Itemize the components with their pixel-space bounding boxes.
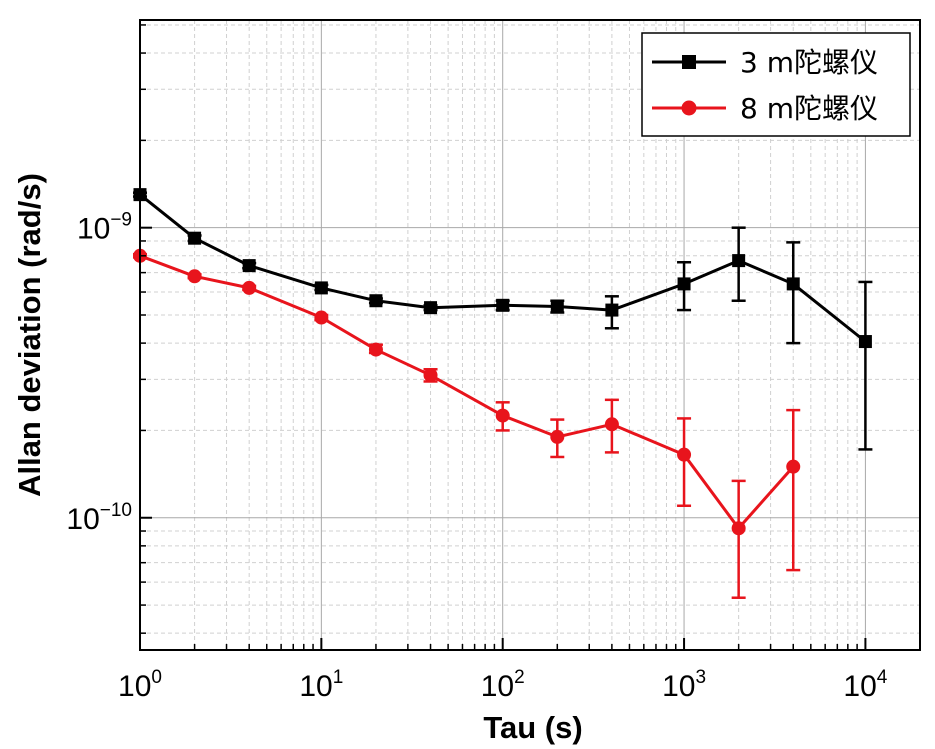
data-point bbox=[187, 269, 202, 284]
x-tick-label: 101 bbox=[299, 667, 343, 703]
data-point bbox=[368, 342, 383, 357]
data-point bbox=[314, 281, 328, 295]
data-point bbox=[786, 277, 800, 291]
data-point bbox=[424, 301, 438, 315]
x-axis-title: Tau (s) bbox=[483, 710, 582, 745]
data-point bbox=[858, 335, 872, 349]
data-point bbox=[677, 447, 692, 462]
x-tick-exponent: 1 bbox=[333, 667, 344, 688]
x-tick-base: 10 bbox=[481, 670, 514, 703]
minor-grid bbox=[140, 20, 921, 650]
series-layer bbox=[133, 188, 873, 599]
y-tick-label: 10−9 bbox=[77, 210, 132, 246]
data-point bbox=[550, 299, 564, 313]
x-tick-exponent: 0 bbox=[151, 667, 162, 688]
data-point bbox=[314, 310, 329, 325]
legend-marker-8m bbox=[681, 100, 697, 116]
data-point bbox=[242, 259, 256, 273]
data-point bbox=[786, 459, 801, 474]
x-tick-base: 10 bbox=[843, 670, 876, 703]
series-1 bbox=[133, 248, 801, 599]
x-tick-label: 104 bbox=[843, 667, 887, 703]
x-tick-base: 10 bbox=[118, 670, 151, 703]
y-tick-base: 10 bbox=[66, 503, 99, 536]
data-point bbox=[732, 254, 746, 268]
x-tick-label: 100 bbox=[118, 667, 162, 703]
series-0 bbox=[133, 188, 873, 451]
plot-frame bbox=[139, 19, 921, 651]
legend-marker-3m bbox=[682, 55, 696, 69]
x-tick-exponent: 4 bbox=[877, 667, 888, 688]
axis-ticks bbox=[139, 24, 921, 650]
data-point bbox=[423, 368, 438, 383]
data-point bbox=[188, 231, 202, 245]
x-tick-label: 103 bbox=[662, 667, 706, 703]
data-point bbox=[605, 303, 619, 317]
y-tick-label: 10−10 bbox=[66, 500, 132, 536]
x-tick-base: 10 bbox=[662, 670, 695, 703]
legend: 3 m陀螺仪 8 m陀螺仪 bbox=[641, 32, 911, 137]
x-tick-label: 102 bbox=[481, 667, 525, 703]
y-axis-title: Allan deviation (rad/s) bbox=[12, 173, 47, 497]
series-line bbox=[139, 254, 795, 530]
y-tick-base: 10 bbox=[77, 213, 110, 246]
x-tick-exponent: 2 bbox=[514, 667, 525, 688]
data-point bbox=[496, 298, 510, 312]
data-point bbox=[677, 277, 691, 291]
data-point bbox=[731, 521, 746, 536]
data-point bbox=[604, 417, 619, 432]
data-point bbox=[369, 294, 383, 308]
legend-label-3m: 3 m陀螺仪 bbox=[740, 46, 878, 79]
legend-label-8m: 8 m陀螺仪 bbox=[740, 92, 878, 125]
x-tick-exponent: 3 bbox=[695, 667, 706, 688]
data-point bbox=[550, 429, 565, 444]
y-tick-exponent: −10 bbox=[100, 500, 132, 521]
data-point bbox=[495, 408, 510, 423]
data-point bbox=[242, 280, 257, 295]
y-tick-exponent: −9 bbox=[110, 210, 132, 231]
legend-box bbox=[641, 32, 911, 137]
x-tick-base: 10 bbox=[299, 670, 332, 703]
